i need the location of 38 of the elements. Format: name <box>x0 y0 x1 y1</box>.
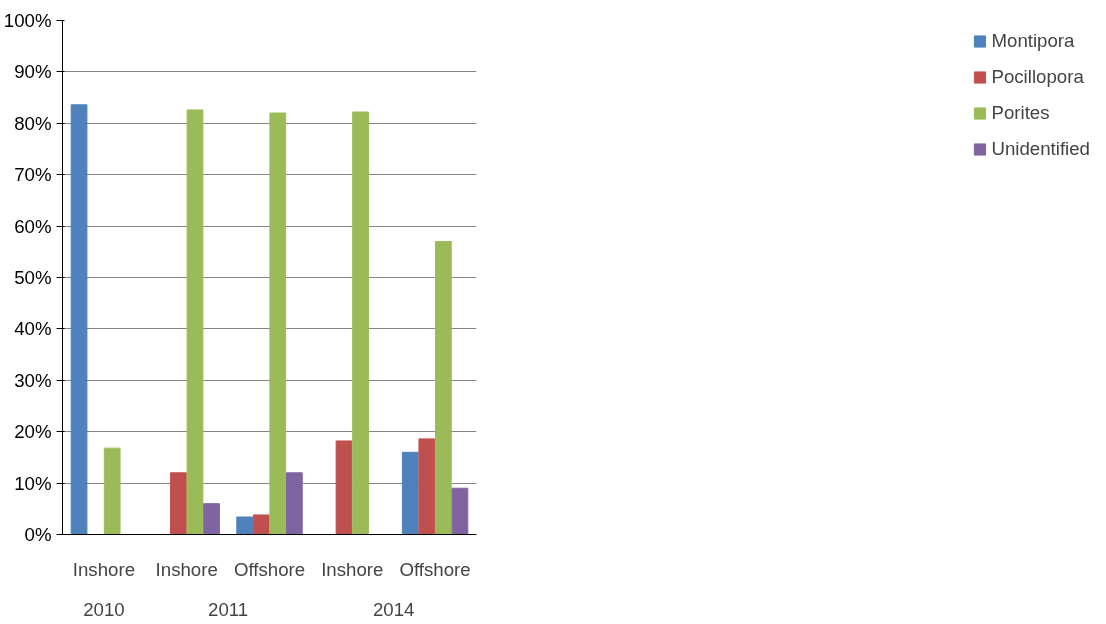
bar <box>252 514 270 535</box>
bar <box>435 241 452 535</box>
bar <box>401 451 419 535</box>
bar <box>352 111 369 535</box>
x-tick-label: Inshore <box>321 558 384 580</box>
bar <box>335 440 353 535</box>
y-tick-label: 10% <box>14 472 52 494</box>
legend-label: Montipora <box>991 30 1075 52</box>
text: 2014 <box>372 598 415 620</box>
y-tick-label: 0% <box>24 524 52 545</box>
bar <box>269 112 287 535</box>
bar <box>70 104 88 535</box>
y-tick-label: 40% <box>14 318 52 340</box>
x-tick-label: Inshore <box>72 558 136 580</box>
y-tick-label: 90% <box>14 61 52 83</box>
legend-label: Porites <box>991 102 1050 124</box>
y-tick-label: 50% <box>14 267 52 288</box>
y-tick-label: 70% <box>14 164 52 186</box>
y-tick-label: 100% <box>3 10 52 31</box>
legend-label: Pocillopora <box>991 66 1084 88</box>
text: 2011 <box>208 598 249 620</box>
y-tick-label: 20% <box>14 421 52 443</box>
bar <box>418 438 436 535</box>
x-tick-label: Offshore <box>233 558 306 580</box>
bar <box>170 472 187 535</box>
legend-label: Unidentified <box>991 138 1090 160</box>
bar <box>103 447 121 535</box>
y-tick-label: 80% <box>14 112 52 134</box>
y-tick-label: 30% <box>14 369 52 391</box>
text: 2010 <box>83 598 125 620</box>
x-tick-label: Inshore <box>155 558 218 580</box>
bar <box>203 503 220 535</box>
bar <box>451 487 469 535</box>
bar <box>285 472 303 535</box>
y-tick-label: 60% <box>14 215 52 237</box>
bar <box>186 109 204 535</box>
x-tick-label: Offshore <box>399 558 471 580</box>
bar <box>236 516 254 535</box>
